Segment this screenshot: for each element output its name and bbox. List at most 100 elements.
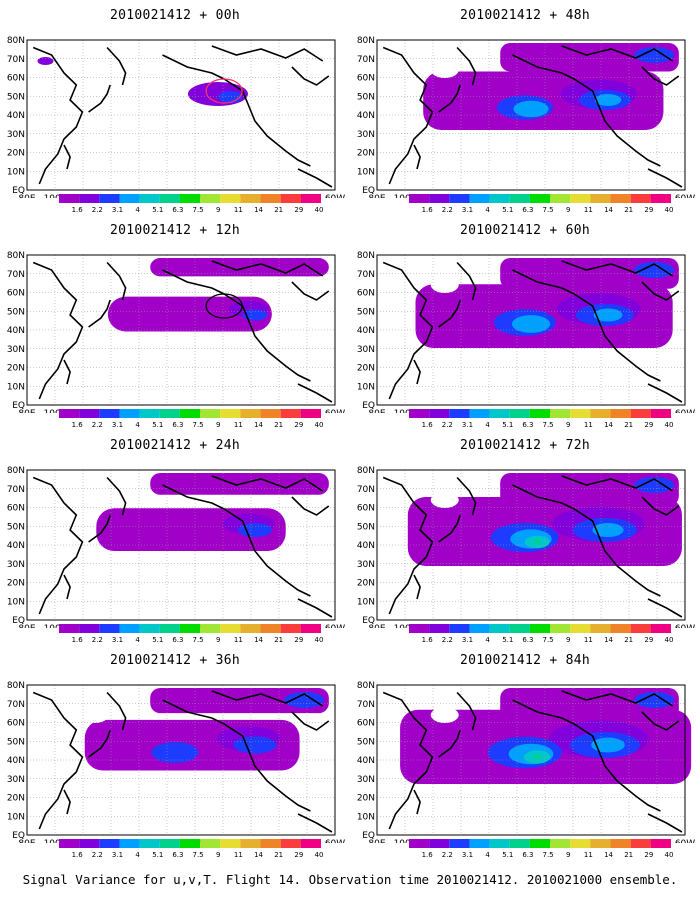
coastline xyxy=(456,261,477,301)
lat-tick-label: 10N xyxy=(357,812,375,822)
colorbar-swatch xyxy=(590,624,611,633)
colorbar-swatch xyxy=(300,839,321,848)
colorbar-label: 3.1 xyxy=(112,421,123,429)
lat-tick-label: EQ xyxy=(362,401,375,411)
lon-tick-label: 60W xyxy=(675,624,695,628)
coastline xyxy=(512,699,661,812)
colorbar: 1.6 2.2 3.1 4 5.1 6.3 7.5 9 11 14 21 29 40 xyxy=(59,624,323,644)
colorbar-label: 5.1 xyxy=(502,421,513,429)
coastline xyxy=(641,66,680,86)
colorbar-swatch xyxy=(550,624,571,633)
panel-title: 2010021412 + 24h xyxy=(109,438,241,453)
colorbar-label: 14 xyxy=(254,851,263,859)
variance-blob xyxy=(150,258,329,277)
lat-tick-label: 70N xyxy=(7,270,25,280)
coastline xyxy=(162,269,311,382)
coastline xyxy=(106,261,127,301)
variance-shading xyxy=(407,473,682,566)
colorbar-label: 14 xyxy=(604,206,613,214)
variance-gap xyxy=(430,62,459,78)
lat-tick-label: 60N xyxy=(7,719,25,729)
lat-tick-label: 70N xyxy=(357,485,375,495)
lon-tick-label: 80E xyxy=(18,839,35,843)
variance-blob xyxy=(218,91,243,103)
colorbar-label: 7.5 xyxy=(193,206,204,214)
colorbar-label: 14 xyxy=(254,636,263,644)
colorbar-swatch xyxy=(489,839,510,848)
colorbar-swatch xyxy=(630,409,651,418)
lon-tick-label: 80E xyxy=(368,194,385,198)
variance-shading xyxy=(80,688,329,771)
colorbar-swatch xyxy=(570,194,591,203)
lat-tick-label: 40N xyxy=(7,756,25,766)
lat-tick-label: EQ xyxy=(12,401,25,411)
panel-title: 2010021412 + 36h xyxy=(109,653,241,668)
colorbar-swatch xyxy=(139,839,160,848)
lon-tick-label: 60W xyxy=(325,409,345,413)
coastline xyxy=(88,514,111,543)
colorbar-label: 11 xyxy=(584,636,593,644)
panel-grid: 2010021412 + 00h 80N 70N 60N 50N 40N 30N 20N 10N… xyxy=(5,8,695,859)
colorbar-swatch xyxy=(509,624,530,633)
lon-tick-label: 80E xyxy=(18,409,35,413)
coastlines xyxy=(32,45,333,188)
lat-tick-label: 50N xyxy=(7,522,25,532)
colorbar-swatch xyxy=(550,194,571,203)
colorbar-label: 14 xyxy=(254,206,263,214)
colorbar-label: 29 xyxy=(294,206,303,214)
variance-blob xyxy=(534,754,541,760)
variance-blob xyxy=(500,258,679,289)
map-border xyxy=(26,684,336,836)
colorbar-swatch xyxy=(650,839,671,848)
colorbar-label: 9 xyxy=(216,421,220,429)
colorbar-swatch xyxy=(570,839,591,848)
coastline xyxy=(438,729,461,758)
colorbar-swatch xyxy=(99,624,120,633)
lat-tick-label: 30N xyxy=(7,775,25,785)
colorbar-swatch xyxy=(449,624,470,633)
map-border xyxy=(376,684,686,836)
coastline xyxy=(32,261,84,400)
colorbar-swatch xyxy=(280,624,301,633)
colorbar-label: 29 xyxy=(644,851,653,859)
colorbar-label: 2.2 xyxy=(442,421,453,429)
colorbar-label: 2.2 xyxy=(92,421,103,429)
colorbar-label: 6.3 xyxy=(172,206,183,214)
coastline xyxy=(456,691,477,731)
lat-tick-label: 50N xyxy=(357,522,375,532)
map-plot: 80N70N60N50N40N30N20N10NEQ80E100E120E140… xyxy=(357,681,695,843)
colorbar-label: 6.3 xyxy=(522,636,533,644)
lat-tick-label: 20N xyxy=(7,364,25,374)
coastline xyxy=(88,729,111,758)
colorbar-swatch xyxy=(260,624,281,633)
map-border xyxy=(26,254,336,406)
colorbar-label: 2.2 xyxy=(442,851,453,859)
lat-tick-label: 10N xyxy=(7,812,25,822)
lat-tick-label: 10N xyxy=(357,167,375,177)
colorbar-swatch xyxy=(99,409,120,418)
lat-tick-label: 20N xyxy=(357,579,375,589)
lat-tick-label: 80N xyxy=(357,681,375,691)
variance-blob xyxy=(534,539,541,545)
colorbar-label: 6.3 xyxy=(172,636,183,644)
colorbar-label: 9 xyxy=(216,851,220,859)
lat-tick-label: 60N xyxy=(7,504,25,514)
colorbar-label: 21 xyxy=(624,636,633,644)
variance-shading xyxy=(415,258,679,348)
lat-tick-label: 40N xyxy=(357,326,375,336)
map-plot: 80N70N60N50N40N30N20N10NEQ80E100E120E140… xyxy=(7,251,345,413)
coastline xyxy=(63,144,71,170)
colorbar-label: 9 xyxy=(216,636,220,644)
colorbar-label: 11 xyxy=(584,421,593,429)
colorbar-swatch xyxy=(220,409,241,418)
variance-blob xyxy=(151,742,199,763)
colorbar-swatch xyxy=(79,409,100,418)
colorbar-label: 2.2 xyxy=(442,206,453,214)
colorbar-swatch xyxy=(630,624,651,633)
forecast-panel: 2010021412 + 12h 80N 70N 60N 50N 40N 30N 20N 10N… xyxy=(5,215,345,430)
colorbar-label: 5.1 xyxy=(152,421,163,429)
lon-tick-label: 80E xyxy=(18,624,35,628)
coastline xyxy=(88,84,111,113)
coastline xyxy=(63,789,71,815)
colorbar-label: 29 xyxy=(644,206,653,214)
